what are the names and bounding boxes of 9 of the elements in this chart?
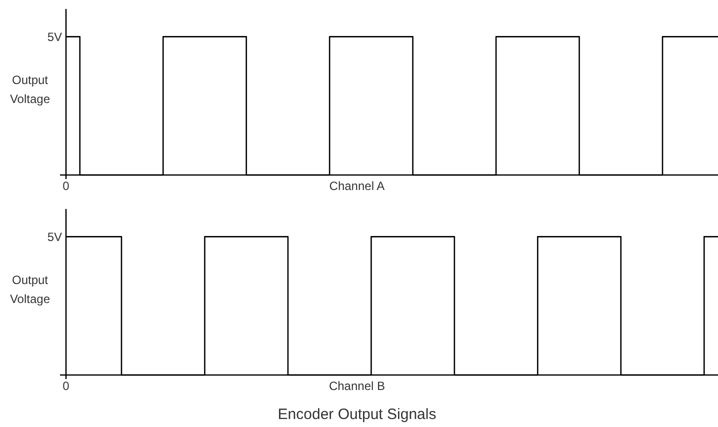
text: Encoder Output Signals	[278, 406, 436, 423]
x-axis-title: Channel A	[329, 179, 385, 193]
annotation: 5V	[47, 30, 62, 44]
y-axis-title: Output Voltage	[10, 73, 50, 106]
annotation: 5V	[47, 230, 62, 244]
text: 0	[62, 179, 70, 193]
x-axis-title: Channel B	[328, 379, 386, 393]
text: 0	[62, 379, 70, 393]
y-axis-title: Output Voltage	[10, 273, 50, 306]
